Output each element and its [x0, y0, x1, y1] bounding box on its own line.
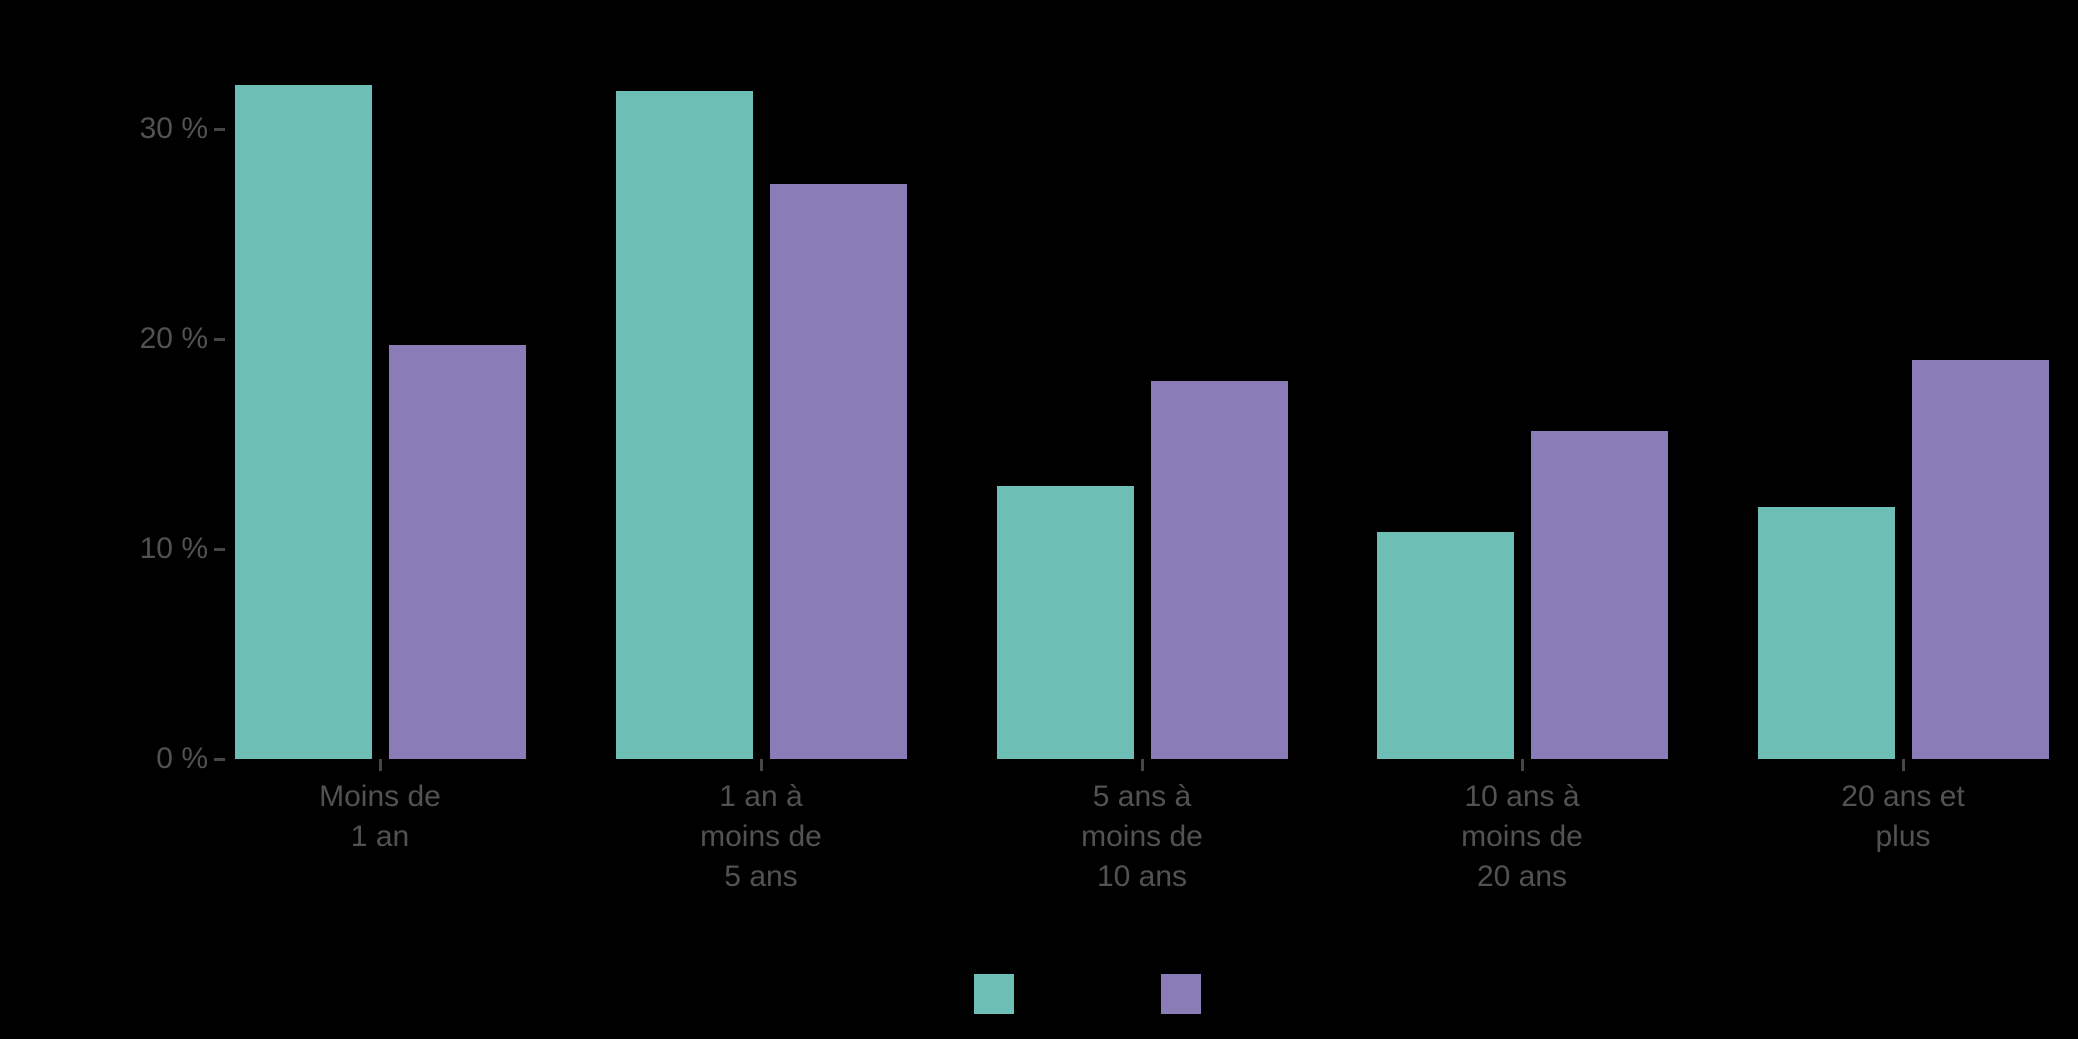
- legend-swatch: [1161, 974, 1201, 1014]
- x-axis-category-label: 10 ans à moins de 20 ans: [1461, 780, 1583, 893]
- x-axis-tick-mark: [378, 759, 382, 771]
- x-axis-category-label: 1 an à moins de 5 ans: [700, 780, 822, 893]
- y-axis-tick-label: 20 %: [139, 322, 208, 355]
- bar-series-2-category-2: [769, 183, 907, 759]
- x-axis-tick-mark: [1140, 759, 1144, 771]
- bar-series-1-category-2: [615, 91, 753, 759]
- y-axis-tick-mark: [214, 757, 225, 761]
- y-axis-tick-mark: [214, 337, 225, 341]
- bar-series-1-category-3: [996, 486, 1134, 759]
- x-axis-category-label: 20 ans et plus: [1841, 780, 1965, 853]
- y-axis-tick-label: 10 %: [139, 532, 208, 565]
- bar-series-1-category-1: [234, 84, 372, 759]
- y-axis-tick-label: 30 %: [139, 112, 208, 145]
- legend-swatch: [974, 974, 1014, 1014]
- y-axis-tick-label: 0 %: [156, 742, 208, 775]
- y-axis-tick-mark: [214, 127, 225, 131]
- x-axis-category-label: 5 ans à moins de 10 ans: [1081, 780, 1203, 893]
- x-axis-tick-mark: [1901, 759, 1905, 771]
- y-axis-tick-mark: [214, 547, 225, 551]
- bar-series-2-category-3: [1150, 381, 1288, 759]
- x-axis-tick-mark: [759, 759, 763, 771]
- bar-series-2-category-4: [1530, 431, 1668, 759]
- bar-series-1-category-5: [1757, 507, 1895, 759]
- legend-item: [1161, 974, 1348, 1014]
- x-axis-category-label: Moins de 1 an: [319, 780, 441, 853]
- bar-series-1-category-4: [1376, 532, 1514, 759]
- bar-series-2-category-5: [1911, 360, 2049, 759]
- x-axis-tick-mark: [1520, 759, 1524, 771]
- legend-item: [974, 974, 1161, 1014]
- legend: [974, 974, 1348, 1014]
- bar-series-2-category-1: [388, 345, 526, 759]
